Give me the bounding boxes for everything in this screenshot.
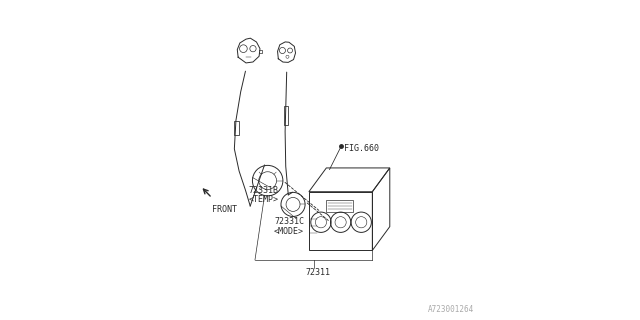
Text: 72311: 72311 <box>306 268 331 277</box>
Text: FRONT: FRONT <box>212 205 237 214</box>
Text: 72331B: 72331B <box>248 186 278 195</box>
Bar <box>326 200 353 212</box>
Text: A723001264: A723001264 <box>428 305 474 314</box>
Bar <box>284 106 288 125</box>
Text: <TEMP>: <TEMP> <box>248 195 278 204</box>
Text: FIG.660: FIG.660 <box>344 144 379 153</box>
Bar <box>234 121 239 135</box>
Text: <MODE>: <MODE> <box>274 227 304 236</box>
Text: 72331C: 72331C <box>274 217 304 226</box>
